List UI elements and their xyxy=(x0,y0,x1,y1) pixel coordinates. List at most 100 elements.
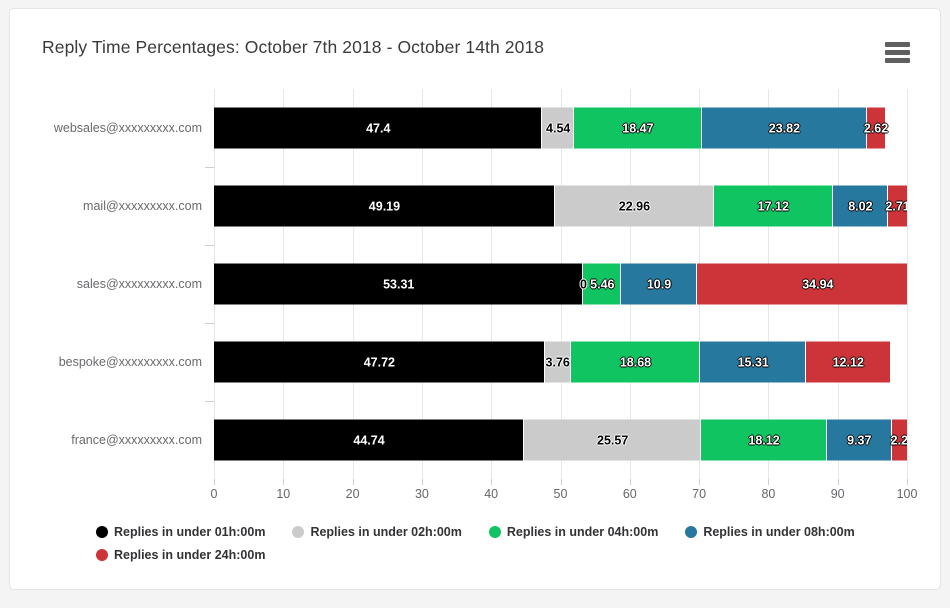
x-axis-tick-label: 70 xyxy=(692,487,707,501)
bar-segment[interactable]: 34.94 xyxy=(696,263,907,305)
bar-segment[interactable]: 9.37 xyxy=(826,419,892,461)
bar-segment[interactable]: 2.62 xyxy=(863,107,889,149)
stacked-bar: 49.19 22.96 17.12 8.02 2.71 xyxy=(214,185,907,227)
y-axis-tick xyxy=(205,401,214,402)
stacked-bar: 44.74 25.57 18.12 9.37 2.2 xyxy=(214,419,907,461)
chart-context-menu-button[interactable] xyxy=(885,42,910,63)
bar-segment[interactable]: 23.82 xyxy=(701,107,867,149)
bar-value-label: 47.72 xyxy=(363,355,395,369)
legend-marker-icon xyxy=(96,526,108,538)
category-label: websales@xxxxxxxxx.com xyxy=(53,121,202,135)
x-axis-tick-label: 40 xyxy=(484,487,499,501)
legend-label: Replies in under 02h:00m xyxy=(310,525,462,539)
category-label: mail@xxxxxxxxx.com xyxy=(83,199,202,213)
bar-segment[interactable]: 2.2 xyxy=(891,419,907,461)
bar-segment[interactable]: 44.74 xyxy=(214,419,525,461)
bar-segment[interactable]: 47.4 xyxy=(214,107,543,149)
x-axis-tick xyxy=(214,479,215,485)
bar-row: mail@xxxxxxxxx.com 49.19 22.96 17.12 8.02 2.7… xyxy=(10,167,940,245)
bar-value-label: 0 xyxy=(579,277,587,291)
x-axis-tick xyxy=(768,479,770,485)
bar-value-label: 8.02 xyxy=(848,199,873,213)
bar-row: bespoke@xxxxxxxxx.com 47.72 3.76 18.68 15.31… xyxy=(10,323,940,401)
x-axis-tick-label: 30 xyxy=(414,487,429,501)
legend-label: Replies in under 04h:00m xyxy=(506,525,659,539)
bar-value-label: 49.19 xyxy=(368,199,401,213)
legend-marker-icon xyxy=(96,549,108,561)
bar-value-label: 12.12 xyxy=(832,355,864,369)
bar-segment[interactable]: 25.57 xyxy=(524,419,702,461)
bar-segment[interactable]: 22.96 xyxy=(554,185,714,227)
x-axis-tick xyxy=(491,479,493,485)
bar-value-label: 18.68 xyxy=(619,355,652,369)
bar-value-label: 18.47 xyxy=(622,121,654,135)
hamburger-bar xyxy=(885,50,910,55)
chart-title: Reply Time Percentages: October 7th 2018… xyxy=(42,37,545,57)
bar-segment[interactable]: 15.31 xyxy=(700,341,807,383)
bar-segment[interactable]: 12.12 xyxy=(806,341,891,383)
bar-segment[interactable]: 18.12 xyxy=(701,419,827,461)
bar-segment[interactable]: 8.02 xyxy=(832,185,889,227)
category-label: sales@xxxxxxxxx.com xyxy=(76,277,202,291)
bar-value-label: 25.57 xyxy=(597,433,629,447)
x-axis-tick xyxy=(699,479,701,485)
bar-value-label: 3.76 xyxy=(545,355,570,369)
stacked-bar: 47.4 4.54 18.47 23.82 2.62 xyxy=(214,107,907,149)
bar-value-label: 47.4 xyxy=(366,121,391,135)
bar-value-label: 4.54 xyxy=(546,121,571,135)
bar-segment[interactable]: 18.68 xyxy=(570,341,701,383)
bar-segment[interactable]: 5.46 xyxy=(583,263,622,305)
bar-row: france@xxxxxxxxx.com 44.74 25.57 18.12 9.37 2… xyxy=(10,401,940,479)
bar-value-label: 34.94 xyxy=(802,277,834,291)
stacked-bar: 47.72 3.76 18.68 15.31 12.12 xyxy=(214,341,907,383)
bar-segment[interactable]: 53.31 xyxy=(214,263,584,305)
bar-value-label: 9.37 xyxy=(847,433,872,447)
x-axis-tick-label: 10 xyxy=(276,487,291,501)
legend-item[interactable]: Replies in under 04h:00m xyxy=(488,525,659,539)
bar-value-label: 53.31 xyxy=(383,277,415,291)
stacked-bar: 53.31 0 5.46 10.9 34.94 xyxy=(214,263,907,305)
x-axis-tick xyxy=(352,479,354,485)
legend-label: Replies in under 08h:00m xyxy=(703,525,855,539)
legend-item[interactable]: Replies in under 24h:00m xyxy=(96,548,265,562)
x-axis-tick xyxy=(907,479,908,485)
legend-item[interactable]: Replies in under 02h:00m xyxy=(292,525,462,539)
x-axis-tick-label: 90 xyxy=(830,487,845,501)
bar-segment[interactable]: 47.72 xyxy=(214,341,545,383)
bar-segment[interactable]: 18.47 xyxy=(573,107,702,149)
x-axis-tick xyxy=(560,479,562,485)
gridline xyxy=(907,89,908,479)
bar-segment[interactable]: 17.12 xyxy=(713,185,833,227)
bar-value-label: 22.96 xyxy=(618,199,651,213)
x-axis-tick xyxy=(629,479,631,485)
x-axis-tick xyxy=(421,479,423,485)
bar-segment[interactable]: 4.54 xyxy=(542,107,574,149)
legend-label: Replies in under 24h:00m xyxy=(114,548,266,562)
x-axis-tick-label: 80 xyxy=(761,487,776,501)
bar-segment[interactable]: 10.9 xyxy=(621,263,697,305)
bar-segment[interactable]: 49.19 xyxy=(214,185,555,227)
bar-row: sales@xxxxxxxxx.com 53.31 0 5.46 10.9 34.94 xyxy=(10,245,940,323)
x-axis-labels: 0 10 20 30 40 50 60 70 80 90 100 xyxy=(211,487,918,507)
bar-segment[interactable]: 2.71 xyxy=(885,185,907,227)
legend-label: Replies in under 01h:00m xyxy=(114,525,266,539)
x-axis-tick xyxy=(283,479,285,485)
bar-value-label: 15.31 xyxy=(737,355,769,369)
bar-value-label: 2.71 xyxy=(885,199,907,213)
x-axis-tick-label: 100 xyxy=(896,487,918,501)
x-axis-tick-label: 60 xyxy=(622,487,637,501)
category-label: bespoke@xxxxxxxxx.com xyxy=(58,355,202,369)
bar-segment[interactable]: 3.76 xyxy=(544,341,571,383)
legend-marker-icon xyxy=(685,526,698,538)
bar-value-label: 44.74 xyxy=(353,433,385,447)
y-axis-tick xyxy=(205,323,214,324)
bar-value-label: 10.9 xyxy=(646,277,672,291)
bar-value-label: 5.46 xyxy=(590,277,615,291)
hamburger-icon xyxy=(885,42,910,63)
bar-value-label: 2.62 xyxy=(863,121,889,135)
legend-item[interactable]: Replies in under 01h:00m xyxy=(96,525,265,539)
bar-value-label: 17.12 xyxy=(757,199,789,213)
x-axis-tick-label: 50 xyxy=(553,487,568,501)
plot-area: websales@xxxxxxxxx.com 47.4 4.54 18.47 23.82… xyxy=(10,89,940,519)
legend-item[interactable]: Replies in under 08h:00m xyxy=(685,525,855,539)
